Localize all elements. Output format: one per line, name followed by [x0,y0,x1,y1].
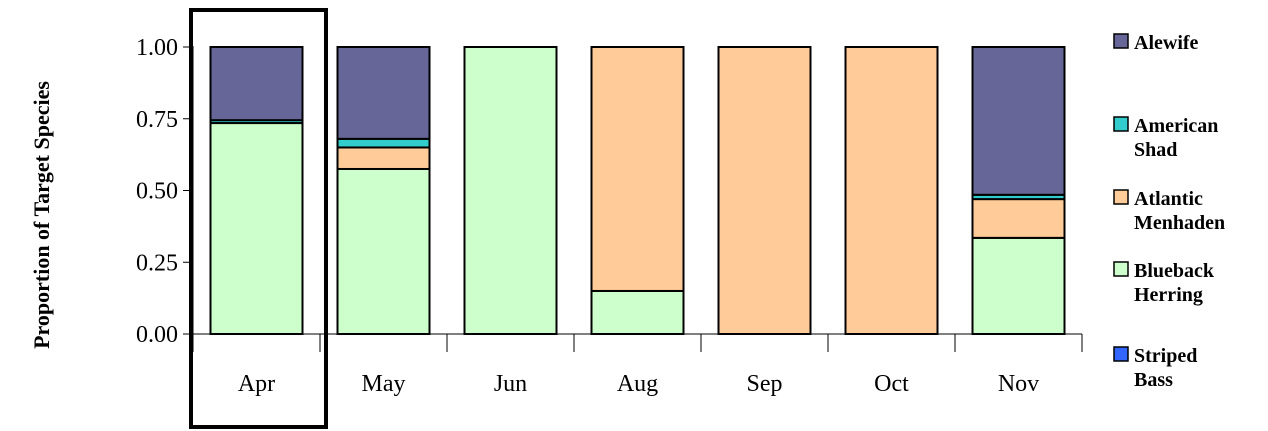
bar-segment-may-atlantic-menhaden [336,146,431,170]
bar-segment-may-alewife [336,46,431,140]
legend-label-blueback-herring: Herring [1134,284,1203,306]
bar-segment-nov-atlantic-menhaden [971,198,1066,239]
highlight-box [189,8,328,429]
y-tick-label: 0.25 [136,250,178,276]
bar-segment-oct-atlantic-menhaden [844,46,939,335]
legend-label-blueback-herring: Blueback [1134,260,1215,282]
bar-segment-may-blueback-herring [336,167,431,335]
x-tick-label: Oct [874,371,909,397]
legend-swatch-atlantic-menhaden [1113,189,1129,205]
axes-group: 0.00 0.25 0.50 0.75 1.00 Apr May Jun Aug Sep Oct No… [136,35,1083,397]
legend-swatch-alewife [1113,33,1129,49]
bar-segment-jun-blueback-herring [463,46,558,335]
y-tick-label: 0.00 [136,322,178,348]
bar-segment-apr-blueback-herring [209,122,304,336]
bar-segment-nov-alewife [971,46,1066,196]
legend-swatch-blueback-herring [1113,261,1129,277]
legend-label-striped-bass: Striped [1134,345,1197,367]
legend-label-striped-bass: Bass [1134,369,1173,391]
bar-segment-nov-blueback-herring [971,236,1066,335]
legend-label-alewife: Alewife [1134,32,1199,54]
legend-label-american-shad: Shad [1134,139,1177,161]
legend-label-american-shad: American [1134,115,1218,137]
bar-segment-apr-alewife [209,46,304,122]
bar-segment-aug-atlantic-menhaden [590,46,685,292]
bar-segment-aug-blueback-herring [590,289,685,336]
x-tick-label: Nov [998,371,1039,397]
bar-segment-sep-atlantic-menhaden [717,46,812,335]
x-tick-label: Apr [238,371,275,397]
x-tick-label: Jun [494,371,527,397]
y-tick-label: 1.00 [136,35,178,61]
x-tick-label: Aug [617,371,658,397]
legend-swatch-striped-bass [1113,346,1129,362]
legend-swatch-american-shad [1113,116,1129,132]
legend-label-atlantic-menhaden: Atlantic [1134,188,1203,210]
bars-group [209,46,1066,336]
x-tick-label: May [362,371,406,397]
x-tick-label: Sep [747,371,783,397]
y-tick-label: 0.75 [136,107,178,133]
legend-label-atlantic-menhaden: Menhaden [1134,212,1225,234]
y-axis-label: Proportion of Target Species [29,81,54,349]
bar-segment-may-american-shad [336,137,431,149]
y-tick-label: 0.50 [136,179,178,205]
